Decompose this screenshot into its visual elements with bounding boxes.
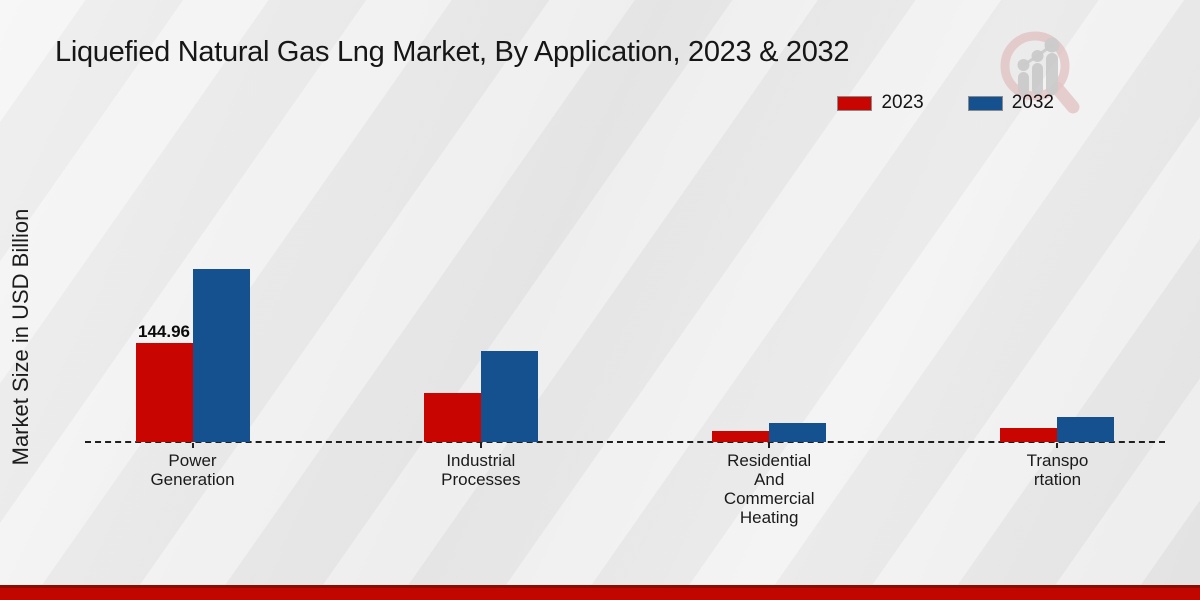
x-axis-tick xyxy=(479,443,482,448)
bar-2032-residential-and-commercial-heating xyxy=(769,422,827,442)
footer-accent-bar xyxy=(0,585,1200,600)
bar-2032-industrial-processes xyxy=(480,351,538,442)
x-axis-tick xyxy=(191,443,194,448)
legend-item-2032: 2032 xyxy=(967,92,1054,114)
category-label-power-generation: Power Generation xyxy=(150,451,235,489)
legend-item-2023: 2023 xyxy=(837,92,924,114)
bar-2023-power-generation xyxy=(135,343,193,442)
legend-swatch-2023 xyxy=(837,95,873,111)
x-axis-tick xyxy=(1056,443,1059,448)
bar-2032-power-generation xyxy=(192,269,250,442)
x-axis-baseline xyxy=(85,441,1165,443)
x-axis-tick xyxy=(768,443,771,448)
chart-title: Liquefied Natural Gas Lng Market, By App… xyxy=(55,36,850,68)
bar-2023-transportation xyxy=(1000,428,1058,442)
legend-label: 2023 xyxy=(881,92,924,113)
bar-value-label-2023-power-generation: 144.96 xyxy=(138,322,190,341)
bar-2032-transportation xyxy=(1057,416,1115,442)
legend-label: 2032 xyxy=(1011,92,1054,113)
category-label-industrial-processes: Industrial Processes xyxy=(441,451,521,489)
legend-swatch-2032 xyxy=(967,95,1003,111)
bar-2023-residential-and-commercial-heating xyxy=(712,431,770,442)
bar-2023-industrial-processes xyxy=(423,392,481,442)
magnifier-growth-icon xyxy=(1000,31,1080,114)
category-label-transportation: Transpo rtation xyxy=(1026,451,1089,489)
brand-watermark xyxy=(996,28,1080,121)
legend: 2023 2032 xyxy=(837,92,1054,114)
category-label-residential-and-commercial-heating: Residential And Commercial Heating xyxy=(723,451,815,527)
